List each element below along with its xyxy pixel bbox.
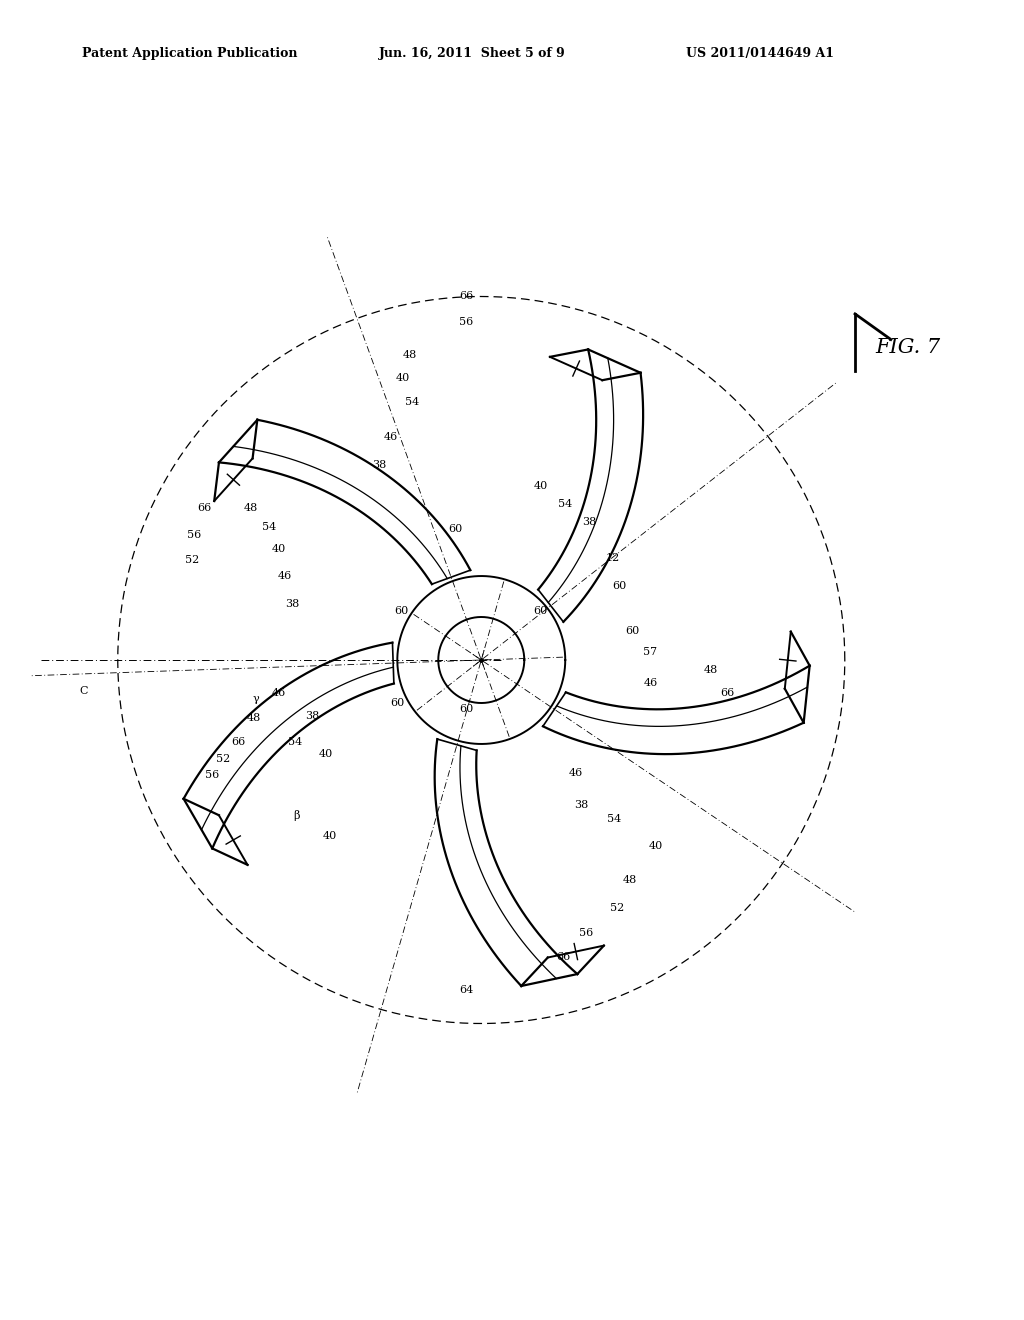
Text: 38: 38 [574,800,589,810]
Text: US 2011/0144649 A1: US 2011/0144649 A1 [686,46,835,59]
Text: 60: 60 [626,626,640,636]
Text: 56: 56 [459,317,473,327]
Text: 40: 40 [271,544,286,554]
Text: 52: 52 [185,554,200,565]
Text: C: C [80,685,88,696]
Text: 66: 66 [231,737,246,747]
Text: 40: 40 [534,480,548,491]
Text: 54: 54 [288,737,302,747]
Text: 66: 66 [459,292,473,301]
Text: 38: 38 [305,711,319,721]
Text: 38: 38 [285,599,299,609]
Text: 48: 48 [244,503,258,513]
Text: 56: 56 [187,531,202,540]
Text: 46: 46 [278,572,292,581]
Text: 40: 40 [648,841,663,851]
Text: 46: 46 [271,688,286,698]
Text: 57: 57 [643,647,657,657]
Text: 56: 56 [205,770,219,780]
Text: 60: 60 [459,704,473,714]
Text: 46: 46 [568,768,583,777]
Text: 54: 54 [262,521,276,532]
Text: 52: 52 [216,754,230,764]
Text: 40: 40 [323,832,337,841]
Text: 48: 48 [247,713,261,723]
Text: Jun. 16, 2011  Sheet 5 of 9: Jun. 16, 2011 Sheet 5 of 9 [379,46,565,59]
Text: 46: 46 [384,432,398,442]
Text: γ: γ [253,694,259,704]
Text: 56: 56 [579,928,593,939]
Text: 60: 60 [534,606,548,616]
Text: 60: 60 [449,524,463,533]
Text: FIG. 7: FIG. 7 [876,338,941,358]
Text: Patent Application Publication: Patent Application Publication [82,46,297,59]
Text: 40: 40 [318,750,333,759]
Text: 52: 52 [610,903,625,913]
Text: 60: 60 [612,581,627,591]
Text: 66: 66 [198,503,212,513]
Text: 38: 38 [582,516,596,527]
Text: 40: 40 [395,374,410,383]
Text: 48: 48 [703,665,718,676]
Text: 12: 12 [605,553,620,562]
Text: 54: 54 [558,499,572,510]
Text: 60: 60 [390,698,404,708]
Text: 64: 64 [459,985,473,995]
Text: β: β [294,810,300,821]
Text: 46: 46 [644,677,658,688]
Text: 38: 38 [372,461,386,470]
Text: 66: 66 [556,952,570,962]
Text: 48: 48 [402,350,417,360]
Text: 54: 54 [607,813,622,824]
Text: 66: 66 [720,688,734,698]
Text: 60: 60 [394,606,409,616]
Text: 48: 48 [623,875,637,886]
Text: 54: 54 [404,397,419,407]
